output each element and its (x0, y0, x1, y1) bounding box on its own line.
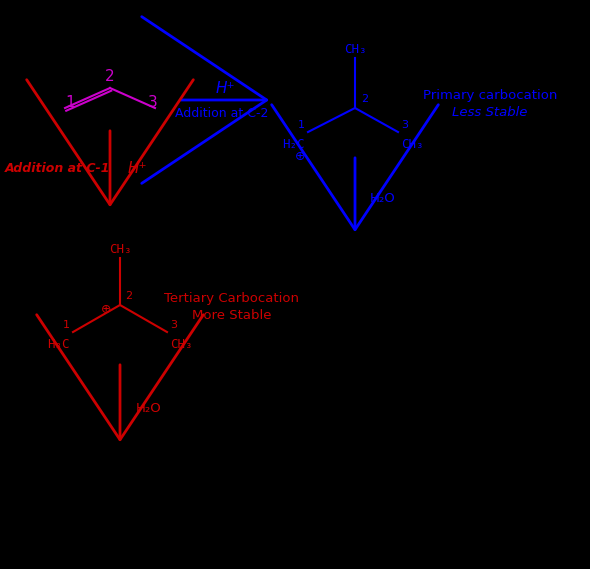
Text: 2: 2 (125, 291, 132, 301)
Text: H⁺: H⁺ (215, 80, 235, 96)
Text: CH₃: CH₃ (109, 243, 131, 256)
Text: 2: 2 (361, 94, 368, 104)
Text: CH₃: CH₃ (344, 43, 366, 56)
Text: 2: 2 (105, 68, 115, 84)
Text: 3: 3 (170, 320, 177, 330)
Text: 1: 1 (63, 320, 70, 330)
Text: H₂O: H₂O (370, 192, 396, 204)
Text: H₃C: H₃C (48, 338, 70, 351)
Text: H₂C: H₂C (283, 138, 305, 151)
Text: H₂O: H₂O (136, 402, 162, 414)
Text: ⊕: ⊕ (101, 303, 112, 315)
Text: Addition at C-2: Addition at C-2 (175, 106, 268, 119)
Text: Primary carbocation: Primary carbocation (423, 89, 557, 101)
Text: H⁺: H⁺ (128, 160, 148, 175)
Text: 3: 3 (148, 94, 158, 109)
Text: Less Stable: Less Stable (453, 105, 527, 118)
Text: Tertiary Carbocation: Tertiary Carbocation (165, 291, 300, 304)
Text: CH₃: CH₃ (170, 338, 192, 351)
Text: More Stable: More Stable (192, 308, 272, 321)
Text: 1: 1 (65, 94, 75, 109)
Text: Addition at C-1: Addition at C-1 (5, 162, 110, 175)
Text: CH₃: CH₃ (401, 138, 424, 151)
Text: ⊕: ⊕ (294, 150, 305, 163)
Text: 1: 1 (298, 120, 305, 130)
Text: 3: 3 (401, 120, 408, 130)
